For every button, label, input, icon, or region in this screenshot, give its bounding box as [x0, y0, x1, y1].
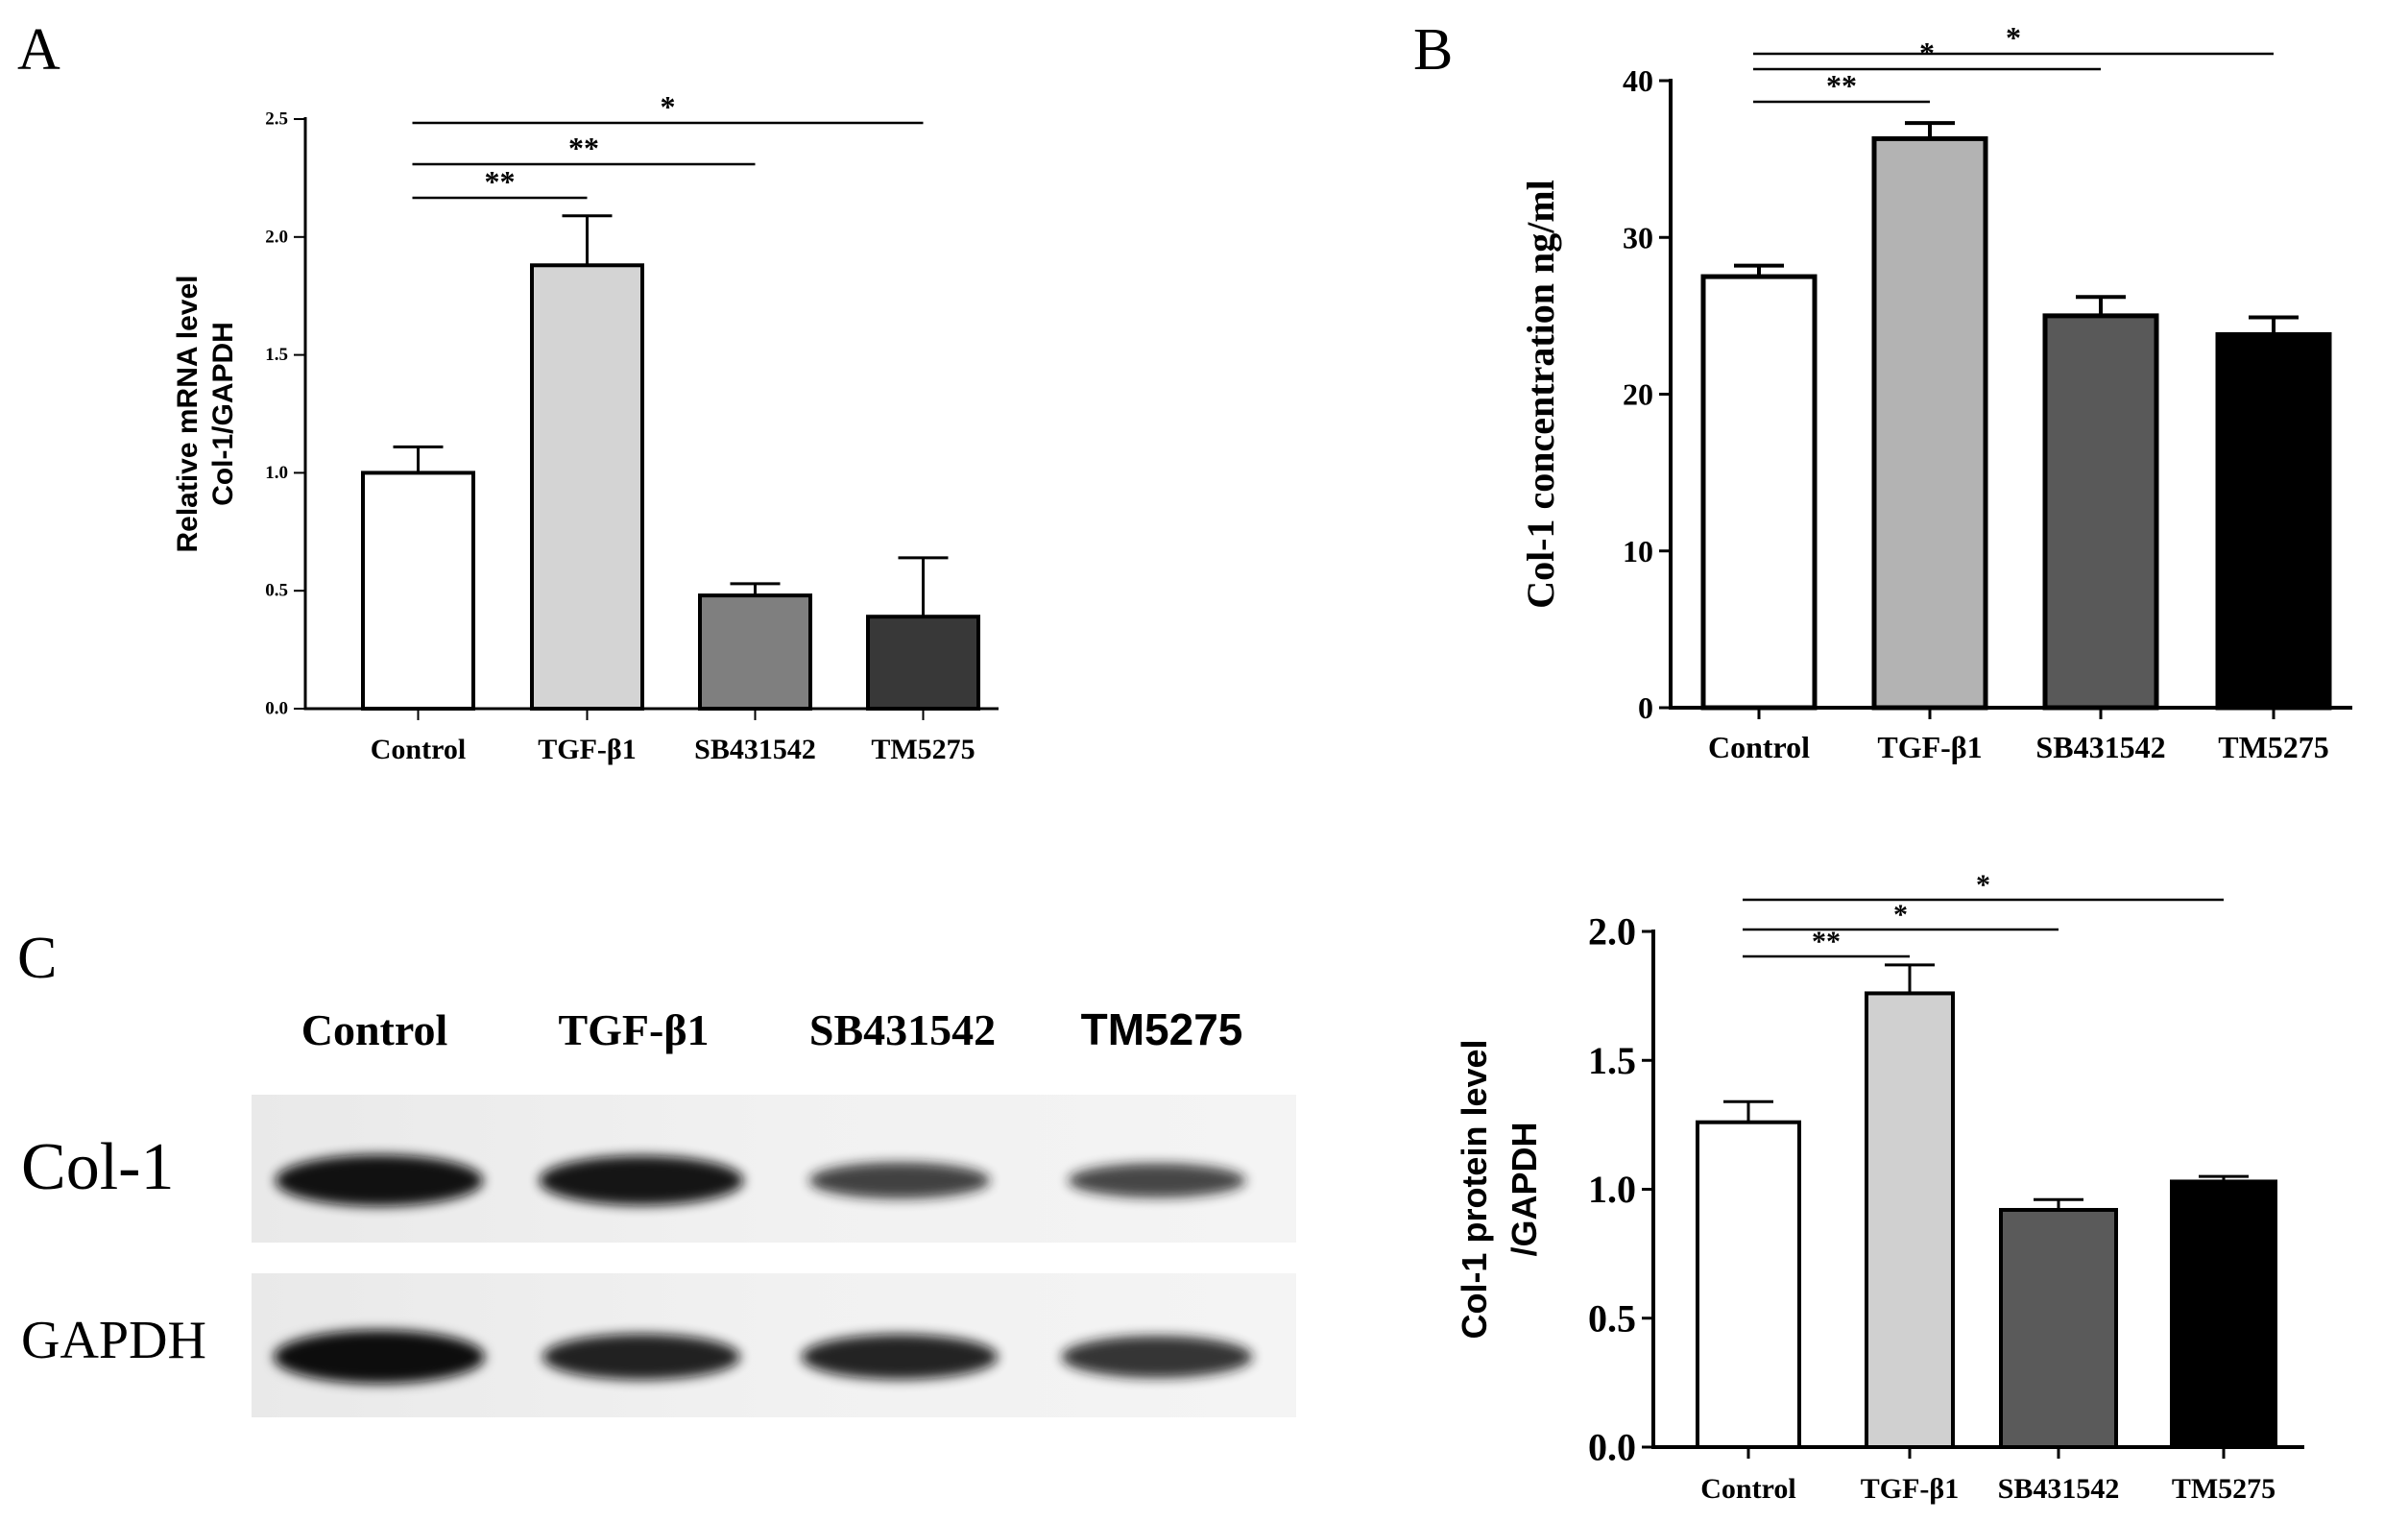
blot-band: [801, 1334, 999, 1380]
y-tick-label-a: 0.0: [265, 699, 288, 719]
y-tick-label-c: 2.0: [1588, 910, 1636, 954]
blot-lane-label: TGF-β1: [558, 1005, 709, 1054]
significance-marker-c: *: [1893, 899, 1908, 930]
blot-lane-label: Control: [301, 1005, 448, 1054]
bar-b: [1871, 135, 1988, 711]
blot-band: [808, 1162, 991, 1199]
blot-band: [274, 1330, 485, 1384]
significance-marker-c: **: [1812, 926, 1841, 957]
y-axis-title-b: Col-1 concentration ng/ml: [1519, 180, 1562, 609]
y-axis-title-c: Col-1 protein level: [1455, 1039, 1494, 1339]
category-label-a: TGF-β1: [538, 734, 636, 765]
y-tick-label-a: 1.0: [265, 463, 288, 483]
blot-band: [275, 1154, 484, 1207]
category-label-c: SB431542: [1998, 1473, 2120, 1505]
category-label-a: Control: [371, 734, 466, 765]
y-axis-title-c: /GAPDH: [1505, 1122, 1544, 1256]
category-label-b: Control: [1708, 730, 1810, 764]
significance-marker-a: **: [568, 131, 599, 165]
bar-a: [866, 615, 980, 711]
y-axis-title-a: Relative mRNA level: [172, 275, 204, 552]
category-label-c: Control: [1700, 1473, 1795, 1505]
bar-a: [530, 263, 644, 711]
panel-letter-a: A: [17, 17, 60, 83]
category-label-b: SB431542: [2035, 730, 2165, 764]
bar-c: [1865, 991, 1955, 1449]
y-tick-label-b: 10: [1623, 534, 1653, 568]
bar-a: [361, 471, 475, 711]
y-tick-label-a: 2.0: [265, 227, 288, 247]
y-tick-label-b: 40: [1623, 63, 1653, 98]
panel-letter-b: B: [1413, 17, 1453, 83]
y-tick-label-c: 1.5: [1588, 1039, 1636, 1082]
blot-rows: Col-1 GAPDH: [21, 1095, 1296, 1417]
y-tick-label-a: 2.5: [265, 109, 288, 130]
significance-marker-b: *: [2006, 20, 2021, 55]
bar-a: [698, 593, 812, 711]
bar-c: [1696, 1120, 1801, 1449]
category-label-b: TM5275: [2218, 730, 2329, 764]
chart-b: 0 10 20 30 40 Control TGF-β1 SB431542 TM5275 Col-…: [1519, 20, 2352, 764]
y-tick-label-b: 30: [1623, 220, 1653, 254]
y-tick-label-a: 0.5: [265, 581, 288, 601]
bar-c: [2170, 1179, 2277, 1449]
y-tick-label-a: 1.5: [265, 345, 288, 365]
panel-letter-c: C: [17, 926, 57, 991]
blot-lane-label: SB431542: [809, 1005, 996, 1054]
blot-lane-label: TM5275: [1081, 1004, 1243, 1054]
chart-a: 0.0 0.5 1.0 1.5 2.0 2.5 Control TGF-β1 SB431542 T…: [172, 89, 999, 765]
blot-lane-labels: Control TGF-β1 SB431542 TM5275: [301, 1004, 1243, 1054]
blot-band: [1068, 1163, 1246, 1198]
y-tick-label-c: 0.5: [1588, 1296, 1636, 1340]
significance-marker-c: *: [1976, 869, 1990, 901]
category-label-c: TM5275: [2172, 1473, 2276, 1505]
y-tick-label-c: 0.0: [1588, 1426, 1636, 1469]
bar-c: [1999, 1207, 2118, 1449]
blot-band: [539, 1155, 744, 1206]
category-label-a: TM5275: [871, 734, 975, 765]
significance-marker-a: *: [661, 89, 676, 124]
blot-row-label: Col-1: [21, 1130, 174, 1204]
blot-band: [1061, 1336, 1253, 1378]
bar-b: [2215, 331, 2332, 711]
significance-marker-b: **: [1826, 68, 1857, 103]
category-label-b: TGF-β1: [1877, 730, 1982, 764]
y-tick-label-c: 1.0: [1588, 1168, 1636, 1211]
bar-b: [2042, 313, 2159, 711]
y-tick-label-b: 20: [1623, 377, 1653, 412]
category-label-c: TGF-β1: [1861, 1473, 1959, 1505]
y-axis-title-a: Col-1/GAPDH: [207, 322, 239, 506]
bar-b: [1700, 274, 1818, 711]
y-tick-label-b: 0: [1638, 690, 1653, 725]
significance-marker-a: **: [485, 164, 516, 199]
category-label-a: SB431542: [694, 734, 816, 765]
chart-c: 0.0 0.5 1.0 1.5 2.0 Control TGF-β1 SB431542 TM52…: [1455, 869, 2304, 1505]
western-blot: Control TGF-β1 SB431542 TM5275 Col-1 GAPDH: [21, 1004, 1296, 1417]
blot-row-label: GAPDH: [21, 1311, 206, 1370]
blot-band: [542, 1334, 740, 1380]
